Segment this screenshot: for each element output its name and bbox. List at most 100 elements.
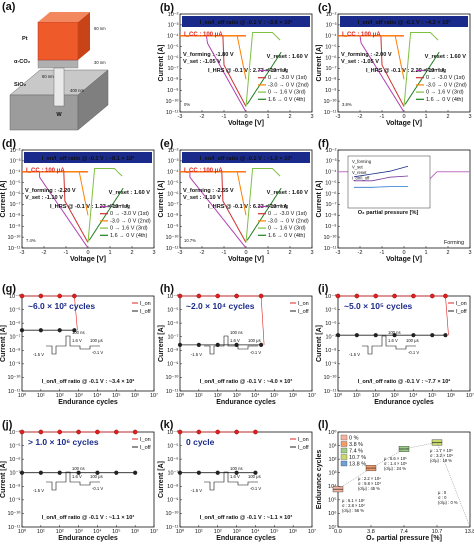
y-tick-label: 10⁻⁴ [9,429,21,436]
y-tick-label: 10⁻³ [168,23,179,29]
ioff-point [38,470,43,475]
vforming-text: V_forming : -2.00 V [341,52,392,58]
x-tick-label: -1 [64,250,69,256]
y-tick-label: 10⁻⁸ [325,347,336,354]
y-tick-label: 10⁻⁹ [167,87,178,94]
panel-label-1: (c) [318,2,332,14]
x-tick-label: -2 [358,250,363,256]
y-tick-label: 10⁷ [328,524,336,531]
o2-concentration-inset: 0% [184,102,190,107]
y-tick-label: 10⁻² [10,148,21,154]
x-tick-label: -2 [42,250,47,256]
legend-entry: 0 → 1.6 V (3rd) [426,90,464,96]
y-tick-label: 10⁻⁶ [167,190,178,197]
legend-entry: 0 → -3.0 V (1st) [426,75,465,81]
y-axis-label: Current [A] [158,181,165,218]
ioff-point [392,333,397,338]
x-tick-label: -1 [222,250,227,256]
forming-curve [189,171,247,249]
y-tick-label: 10⁻¹¹ [166,389,179,395]
x-tick-label: 10⁰ [176,528,185,535]
x-tick-label: -3 [20,250,25,256]
inset-vset-line [354,186,408,188]
y-tick-label: 10⁵ [328,497,336,504]
x-tick-label: 10¹ [195,529,203,535]
reset-sweep-curve [403,32,439,107]
y-tick-label: 10⁻⁸ [325,76,336,83]
x-tick-label: 1 [266,114,269,120]
inset-ratio-line [354,175,409,182]
ion-point [429,293,435,299]
x-tick-label: 10⁵ [270,392,278,399]
pulse-label-read: -0.1 V [408,350,419,355]
panel-label-0: (b) [160,2,174,14]
cycle-count-text: ~6.0 × 10² cycles [28,301,95,311]
o2-concentration-inset: 7.4% [26,238,36,243]
ratio-text: I_on/I_off ratio @ -0.1 V : ~3.6 × 10² [200,19,293,26]
stat-cv: (σ/μ) : 24 % [384,466,406,471]
legend-entry-l: 0 % [349,436,359,442]
legend-entry: 1.6 → 0 V (4th) [426,97,463,103]
ratio-text: I_on/I_off ratio @ -0.1 V : ~4.3 × 10² [358,19,451,26]
reset-sweep-curve [245,32,281,107]
dim-w: 60 nm [42,74,54,79]
legend-entry: -3.0 → 0 V (2nd) [110,218,151,224]
failure-drop-line [260,295,265,345]
pulse-scheme [204,471,258,491]
alpha-co2-layer [37,59,79,69]
vforming-text: V_forming : -2.55 V [183,188,234,194]
layer-label-pt: Pt [22,36,28,42]
ioff-point [443,333,448,338]
plot-frame-iv2 [21,149,155,249]
x-tick-label: 10¹ [37,529,45,535]
y-tick-label: 10⁻⁶ [9,320,20,327]
legend-entry: Forming [110,204,130,210]
legend-entry: 1.6 → 0 V (4th) [268,233,305,239]
ratio-text: I_on/I_off ratio @ -0.1 V : ~1.0 × 10³ [200,155,293,162]
pulse-label-width-2: 100 μs [248,338,261,343]
legend-entry: 0 → -3.0 V (1st) [110,211,149,217]
y-tick-label: 10⁻¹¹ [324,110,337,116]
stat-mu: μ : 5.6 × 10⁵ [384,456,407,461]
x-tick-label: -2 [200,114,205,120]
ioff-point [253,470,258,475]
panel-label-end-4: (k) [160,419,174,431]
y-tick-label: 10⁻⁴ [167,33,179,40]
ion-point [196,429,202,435]
plot-frame-end0 [21,295,155,392]
y-tick-label: 10⁻⁷ [9,201,20,208]
x-axis-label: Voltage [V] [386,256,422,263]
endurance-ratio-text: I_on/I_off ratio @ -0.1 V : ~4.0 × 10³ [200,378,293,385]
y-tick-label: 10⁻⁸ [167,483,178,490]
y-tick-label: 10⁻⁹ [167,223,178,230]
legend-on: I_on [140,437,151,443]
x-tick-label: 3 [310,114,313,120]
y-tick-label: 10⁻⁸ [167,76,178,83]
y-tick-label: 10³ [329,471,337,477]
x-tick-label: -3 [178,250,183,256]
y-tick-label: 10⁻⁷ [167,201,178,208]
y-tick-label: 10⁻⁷ [9,470,20,477]
y-tick-label: 10⁻⁵ [325,179,336,186]
pulse-label-width-2: 100 μs [406,338,419,343]
x-tick-label: 10¹ [353,393,361,399]
legend-entry: 1.6 → 0 V (4th) [110,233,147,239]
y-tick-label: 10⁻⁵ [325,43,336,50]
x-tick-label: 0 [244,114,247,120]
legend-entry: -3.0 → 0 V (2nd) [426,82,467,88]
x-tick-label: 10¹ [37,393,45,399]
x-tick-label: 10⁷ [150,392,158,399]
y-axis-label: Current [A] [158,325,165,362]
ioff-point [335,333,341,338]
y-tick-label: 10⁻⁹ [9,361,20,368]
stat-sigma: σ : 0 [438,495,447,500]
stat-mu: μ : 2.2 × 10⁴ [358,476,381,481]
ioff-point [430,333,435,338]
ion-point [113,429,119,435]
ioff-point [19,328,25,333]
ion-point [57,429,63,435]
y-tick-label: 10⁻¹⁰ [7,374,21,381]
inset-legend-entry: V_forming [352,159,372,164]
legend-entry: 0 → -3.0 V (1st) [268,75,307,81]
icc-text: I_CC : 100 μA [26,168,65,174]
